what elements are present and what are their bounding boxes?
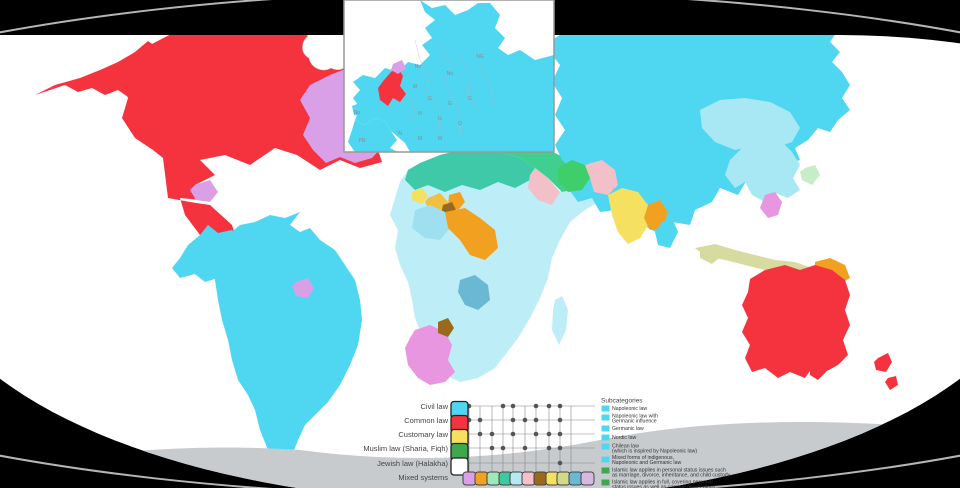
svg-text:NG: NG xyxy=(476,54,484,60)
svg-text:status issues as well as crimi: status issues as well as criminal procee… xyxy=(612,485,716,488)
svg-text:No: No xyxy=(354,110,361,116)
svg-text:M: M xyxy=(413,84,417,90)
svg-text:PN: PN xyxy=(359,138,366,144)
svg-text:Napoleonic law: Napoleonic law xyxy=(612,406,647,412)
svg-text:Nordic law: Nordic law xyxy=(612,435,636,441)
svg-text:G: G xyxy=(468,96,472,102)
svg-text:No: No xyxy=(447,71,454,77)
svg-text:N: N xyxy=(418,111,422,117)
svg-text:Mixed systems: Mixed systems xyxy=(398,473,448,482)
svg-text:G: G xyxy=(428,96,432,102)
svg-text:N: N xyxy=(398,131,402,137)
svg-text:Subcategories: Subcategories xyxy=(601,398,643,405)
svg-text:(which is inspired by Napoleon: (which is inspired by Napoleonic law) xyxy=(612,449,697,455)
svg-text:Jewish law (Halakha): Jewish law (Halakha) xyxy=(377,459,448,468)
svg-text:O: O xyxy=(458,121,462,127)
svg-text:Germanic law: Germanic law xyxy=(612,426,644,432)
svg-text:G: G xyxy=(448,101,452,107)
svg-text:Muslim law (Sharia, Fiqh): Muslim law (Sharia, Fiqh) xyxy=(363,444,448,453)
svg-text:Customary law: Customary law xyxy=(398,430,448,439)
svg-text:as marriage, divorce, inherita: as marriage, divorce, inheritance, and c… xyxy=(612,473,731,479)
svg-text:Napoleonic and Germanic law: Napoleonic and Germanic law xyxy=(612,460,681,466)
svg-text:Civil law: Civil law xyxy=(420,402,448,411)
svg-text:Germanic influence: Germanic influence xyxy=(612,419,657,425)
svg-text:M: M xyxy=(418,136,422,142)
svg-text:No: No xyxy=(415,64,422,70)
svg-text:G: G xyxy=(438,116,442,122)
svg-text:M: M xyxy=(438,136,442,142)
svg-text:Common law: Common law xyxy=(404,416,448,425)
